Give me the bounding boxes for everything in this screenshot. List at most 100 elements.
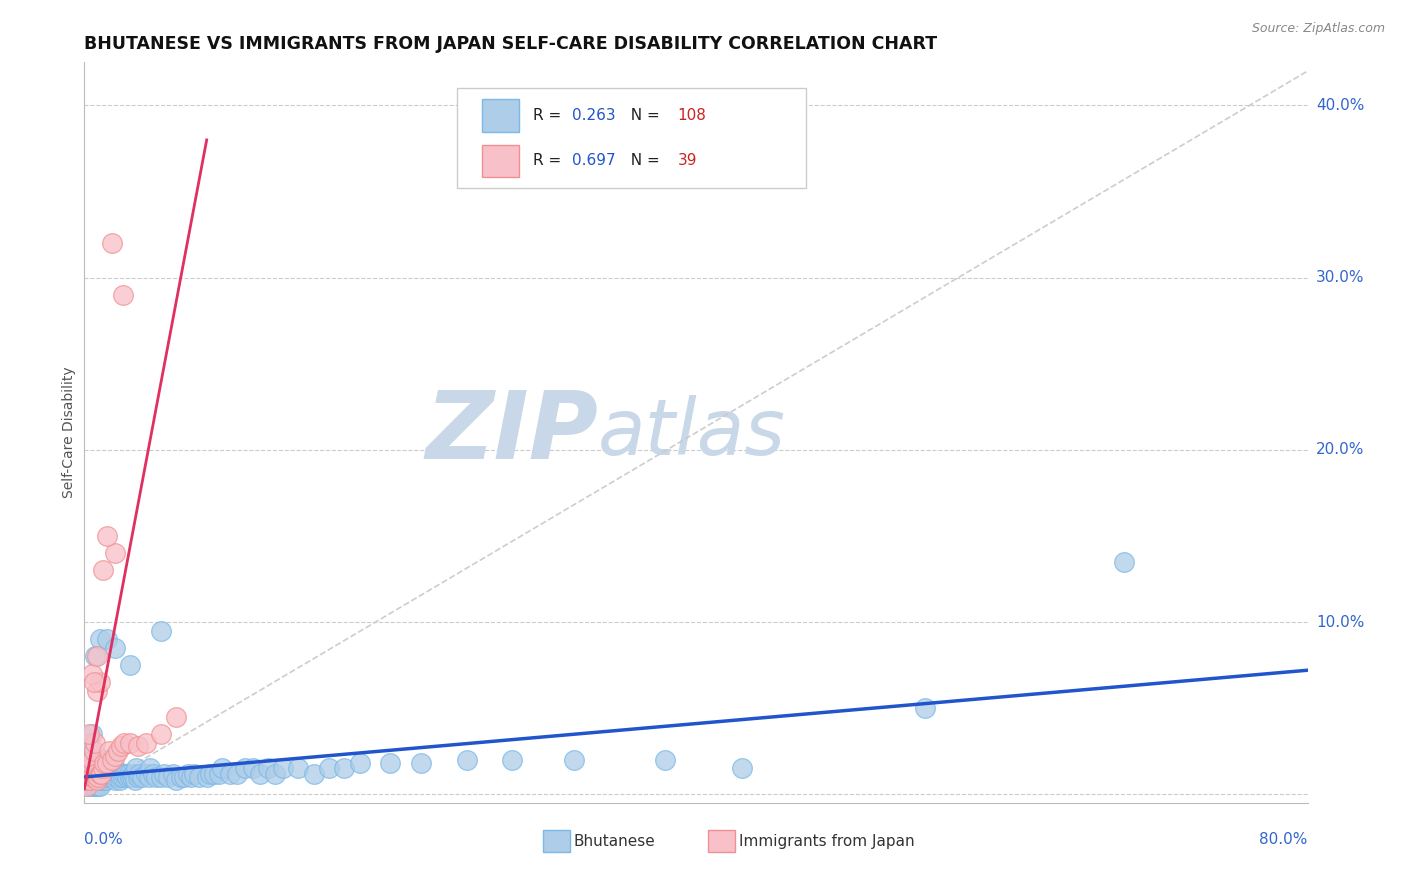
Point xyxy=(456,753,478,767)
Point xyxy=(180,770,202,784)
Point xyxy=(112,766,135,780)
Point xyxy=(89,766,111,780)
Point xyxy=(135,735,157,749)
Point xyxy=(138,770,160,784)
Point xyxy=(139,761,162,775)
Text: 108: 108 xyxy=(678,108,706,123)
Point xyxy=(380,756,402,771)
Point xyxy=(101,236,124,251)
Point xyxy=(80,773,103,788)
Point xyxy=(80,727,103,741)
Point xyxy=(86,684,108,698)
Point xyxy=(188,770,211,784)
Point xyxy=(162,766,184,780)
Point xyxy=(96,529,118,543)
Point xyxy=(84,753,107,767)
Point xyxy=(83,675,105,690)
Text: N =: N = xyxy=(621,153,665,169)
Point xyxy=(79,770,101,784)
Point xyxy=(77,773,100,788)
Point xyxy=(104,761,127,775)
Point xyxy=(153,766,176,780)
Text: 39: 39 xyxy=(678,153,697,169)
Text: 20.0%: 20.0% xyxy=(1316,442,1364,458)
Point xyxy=(80,779,103,793)
Text: atlas: atlas xyxy=(598,394,786,471)
Point xyxy=(84,779,107,793)
Point xyxy=(84,761,107,775)
Point xyxy=(93,770,115,784)
Point xyxy=(731,761,754,775)
Point xyxy=(89,753,111,767)
Text: 30.0%: 30.0% xyxy=(1316,270,1364,285)
Point xyxy=(183,766,205,780)
Point xyxy=(84,766,107,780)
Text: 40.0%: 40.0% xyxy=(1316,98,1364,113)
Point xyxy=(80,770,103,784)
FancyBboxPatch shape xyxy=(457,88,806,188)
Point xyxy=(94,773,117,788)
Point xyxy=(107,744,129,758)
Point xyxy=(114,766,136,780)
Point xyxy=(318,761,340,775)
Point xyxy=(89,779,111,793)
Point xyxy=(89,675,111,690)
Point xyxy=(96,770,118,784)
Text: 0.697: 0.697 xyxy=(572,153,616,169)
Y-axis label: Self-Care Disability: Self-Care Disability xyxy=(62,367,76,499)
Point xyxy=(79,773,101,788)
Point xyxy=(87,756,110,771)
Text: R =: R = xyxy=(533,153,567,169)
Point xyxy=(86,773,108,788)
Point xyxy=(90,766,112,780)
Point xyxy=(90,773,112,788)
Point xyxy=(87,770,110,784)
Point xyxy=(79,761,101,775)
Point xyxy=(104,773,127,788)
Point xyxy=(91,773,114,788)
Point xyxy=(124,773,146,788)
Point xyxy=(202,766,225,780)
Point xyxy=(104,546,127,560)
Point xyxy=(91,761,114,775)
Text: Source: ZipAtlas.com: Source: ZipAtlas.com xyxy=(1251,22,1385,36)
Point xyxy=(87,779,110,793)
Point xyxy=(127,770,149,784)
Point xyxy=(97,744,120,758)
Point xyxy=(91,563,114,577)
Point xyxy=(89,632,111,647)
Point xyxy=(86,779,108,793)
Point xyxy=(271,761,294,775)
Point xyxy=(87,770,110,784)
Point xyxy=(86,649,108,664)
Point xyxy=(165,709,187,723)
Bar xyxy=(482,145,519,178)
Text: Immigrants from Japan: Immigrants from Japan xyxy=(738,834,914,849)
Point xyxy=(108,773,131,788)
Point xyxy=(83,770,105,784)
Point xyxy=(226,766,249,780)
Point xyxy=(93,756,115,771)
Point xyxy=(93,756,115,771)
Point xyxy=(218,766,240,780)
Point xyxy=(120,770,142,784)
Text: 80.0%: 80.0% xyxy=(1260,832,1308,847)
Point xyxy=(125,761,148,775)
Point xyxy=(302,766,325,780)
Point xyxy=(76,779,98,793)
Point xyxy=(77,773,100,788)
Point xyxy=(173,770,195,784)
Text: 0.263: 0.263 xyxy=(572,108,616,123)
Point xyxy=(84,770,107,784)
Point xyxy=(914,701,936,715)
Point xyxy=(86,766,108,780)
Point xyxy=(90,761,112,775)
Point xyxy=(177,766,200,780)
Point xyxy=(149,624,172,638)
Point xyxy=(98,761,121,775)
Point xyxy=(77,735,100,749)
Point xyxy=(149,727,172,741)
Point xyxy=(135,766,157,780)
Point xyxy=(86,773,108,788)
Point xyxy=(249,766,271,780)
